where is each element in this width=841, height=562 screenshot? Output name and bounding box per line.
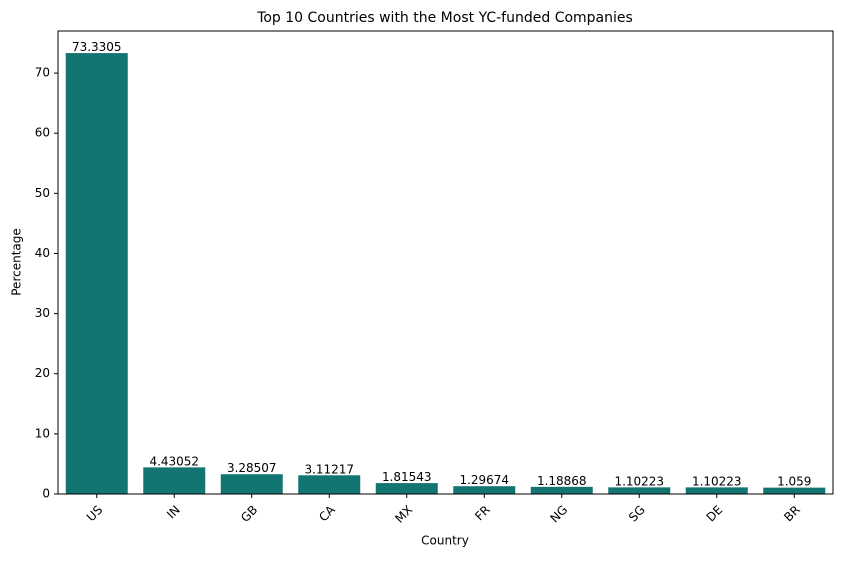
value-label: 73.3305 <box>72 40 122 54</box>
bar <box>220 474 283 494</box>
bar <box>530 486 593 494</box>
y-tick-label: 40 <box>35 246 50 260</box>
value-label: 1.18868 <box>537 474 587 488</box>
chart-title: Top 10 Countries with the Most YC-funded… <box>256 10 633 26</box>
x-tick-label: FR <box>472 503 493 524</box>
x-tick-label: DE <box>704 503 726 525</box>
bar <box>685 487 748 494</box>
y-axis-label: Percentage <box>10 228 24 296</box>
x-axis-label: Country <box>421 534 469 548</box>
y-tick-label: 70 <box>35 66 50 80</box>
bar <box>453 486 516 494</box>
y-tick-label: 0 <box>42 487 50 501</box>
bar <box>375 483 438 494</box>
bar <box>65 53 128 494</box>
value-label: 3.28507 <box>227 461 277 475</box>
y-tick-label: 20 <box>35 366 50 380</box>
x-tick-label: US <box>84 503 106 525</box>
y-tick-label: 30 <box>35 306 50 320</box>
x-tick-label: NG <box>548 503 571 526</box>
bar <box>298 475 361 494</box>
y-tick-label: 60 <box>35 126 50 140</box>
bar <box>608 487 671 494</box>
value-label: 1.29674 <box>459 473 509 487</box>
bar <box>143 467 206 494</box>
bar <box>763 487 826 494</box>
x-tick-label: SG <box>626 503 648 525</box>
value-label: 1.81543 <box>382 470 432 484</box>
x-tick-label: GB <box>238 503 260 525</box>
value-label: 1.10223 <box>692 474 742 488</box>
value-label: 1.059 <box>777 475 811 489</box>
y-tick-label: 50 <box>35 186 50 200</box>
value-label: 4.43052 <box>149 454 199 468</box>
value-label: 1.10223 <box>614 474 664 488</box>
x-tick-label: BR <box>781 503 803 525</box>
x-tick-label: IN <box>164 503 183 522</box>
value-label: 3.11217 <box>304 462 354 476</box>
y-tick-label: 10 <box>35 426 50 440</box>
plot-frame <box>57 30 834 495</box>
x-tick-label: MX <box>392 503 415 526</box>
x-tick-label: CA <box>316 502 338 524</box>
